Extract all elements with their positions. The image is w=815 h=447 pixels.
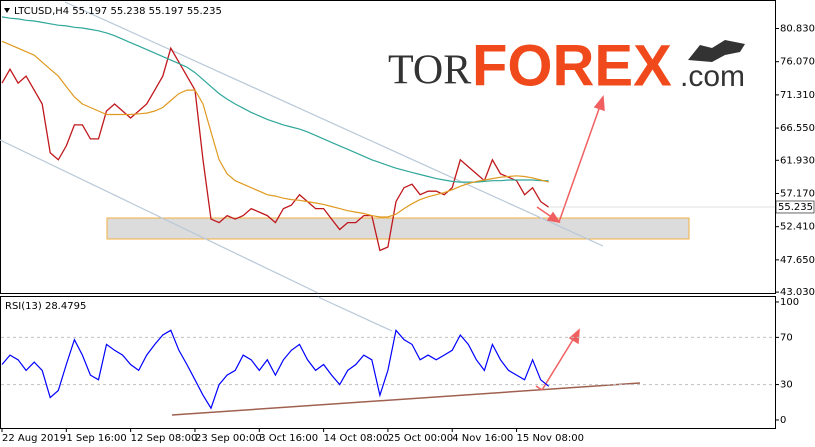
rsi-title: RSI(13) 28.4795 [5,301,86,312]
x-tick-label: 23 Sep 00:00 [195,433,262,444]
y-tick-label: 70 [780,332,793,343]
x-tick-label: 22 Aug 2019 [2,433,66,444]
y-tick-label: 66.550 [780,123,815,134]
y-tick-label: 57.170 [780,188,815,199]
last-price-box [775,200,815,214]
ma-line [1,16,549,183]
channel-lower [0,139,319,294]
support-zone [106,217,690,240]
channel-lower-rsi [317,296,393,332]
y-tick-label: 43.030 [780,287,815,298]
rsi-line [1,328,550,410]
watermark-part1: TOR [388,48,471,94]
y-tick-label: 80.830 [780,24,815,35]
x-tick-label: 25 Oct 00:00 [388,433,453,444]
y-tick-label: 61.930 [780,155,815,166]
price-title: LTCUSD,H4 55.197 55.238 55.197 55.235 [14,6,222,17]
last-price-label: 55.235 [778,202,813,213]
x-tick-label: 14 Oct 08:00 [324,433,389,444]
watermark: TOR FOREX .com [388,33,745,98]
watermark-part2: FOREX [472,33,672,98]
y-tick-label: 100 [780,297,799,308]
y-tick-label: 47.650 [780,255,815,266]
x-tick-label: 4 Nov 16:00 [452,433,513,444]
forecast-arrows [535,95,605,391]
x-tick-label: 3 Oct 16:00 [259,433,318,444]
x-tick-label: 1 Sep 16:00 [66,433,126,444]
ma-line [1,40,549,218]
price-line [1,46,550,252]
x-tick-label: 12 Sep 08:00 [131,433,198,444]
y-tick-label: 0 [780,415,786,426]
title-marker [4,8,10,13]
bull-icon [688,40,745,62]
y-tick-label: 30 [780,380,793,391]
y-tick-label: 76.070 [780,57,815,68]
price-frame [0,0,776,294]
watermark-part3: .com [680,60,745,93]
rsi-trendline [171,382,641,416]
channel-upper [64,1,604,247]
x-tick-label: 15 Nov 08:00 [517,433,584,444]
y-tick-label: 52.410 [780,222,815,233]
rsi-frame [0,296,776,429]
y-tick-label: 71.310 [780,90,815,101]
